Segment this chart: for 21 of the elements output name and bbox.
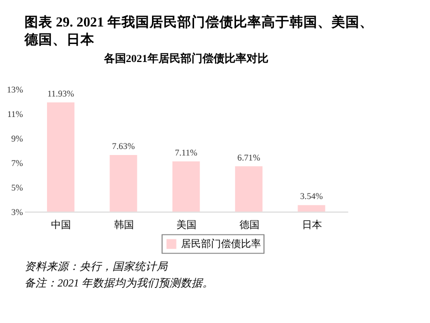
y-tick-label: 3%: [11, 207, 24, 218]
data-label: 7.11%: [174, 147, 198, 158]
y-tick-label: 11%: [7, 109, 24, 120]
data-label: 6.71%: [237, 152, 261, 162]
y-tick-label: 5%: [11, 182, 24, 193]
x-tick-label: 韩国: [114, 218, 134, 231]
x-tick-label: 中国: [51, 218, 72, 231]
text: 备注：2021 年数据均为我们预测数据。: [24, 276, 214, 290]
chart-subtitle: 各国2021年居民部门偿债比率对比: [102, 52, 268, 65]
y-tick-label: 7%: [11, 158, 24, 168]
x-tick-label: 德国: [239, 220, 260, 231]
y-tick-label: 13%: [6, 84, 24, 95]
legend-label: 居民部门偿债比率: [181, 238, 262, 250]
data-label: 7.63%: [112, 141, 136, 152]
x-tick-label: 日本: [302, 218, 322, 231]
chart-title: 图表 29. 2021 年我国居民部门偿债比率高于韩国、美国、德国、日本: [23, 14, 374, 48]
text: 资料来源：央行，国家统计局: [24, 260, 168, 273]
data-label: 3.54%: [300, 191, 324, 202]
data-label: 11.93%: [47, 88, 75, 98]
y-tick-label: 9%: [11, 134, 24, 144]
x-tick-label: 美国: [176, 218, 197, 231]
